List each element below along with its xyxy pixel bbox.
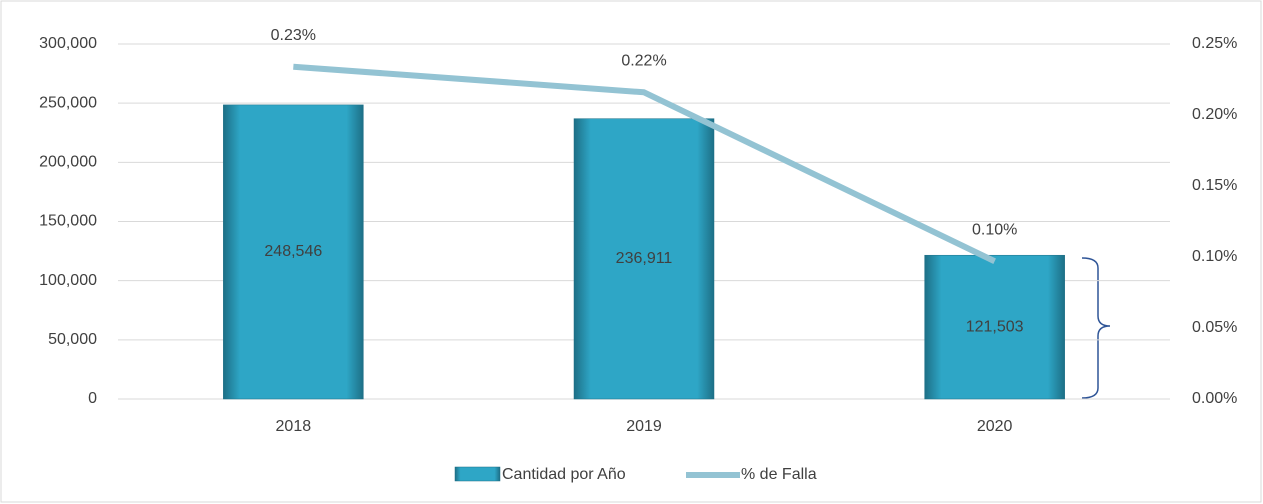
- line-value-label: 0.23%: [271, 27, 316, 44]
- bar-value-label: 236,911: [616, 250, 673, 267]
- y2-tick-label: 0.20%: [1192, 106, 1237, 123]
- legend-swatch: [454, 466, 501, 482]
- y2-tick-label: 0.00%: [1192, 390, 1237, 407]
- y-tick-label: 250,000: [39, 94, 97, 111]
- y-tick-label: 50,000: [48, 331, 97, 348]
- x-tick-label: 2019: [626, 418, 662, 435]
- y-tick-label: 100,000: [39, 272, 97, 289]
- line: [293, 63, 996, 264]
- y2-tick-label: 0.10%: [1192, 248, 1237, 265]
- bracket: [1081, 257, 1111, 399]
- line-value-label: 0.22%: [621, 52, 666, 69]
- legend-label: Cantidad por Año: [502, 466, 626, 483]
- bar: [573, 118, 715, 400]
- y-tick-label: 200,000: [39, 154, 97, 171]
- x-tick-label: 2020: [977, 418, 1013, 435]
- y2-tick-label: 0.25%: [1192, 35, 1237, 52]
- x-tick-label: 2018: [276, 418, 312, 435]
- y2-tick-label: 0.15%: [1192, 177, 1237, 194]
- bar: [223, 104, 364, 400]
- legend-label: % de Falla: [741, 466, 817, 483]
- line-value-label: 0.10%: [972, 221, 1017, 238]
- y-tick-label: 0: [88, 390, 97, 407]
- bar-value-label: 248,546: [264, 243, 322, 260]
- bar: [924, 254, 1065, 400]
- y-tick-label: 150,000: [39, 213, 97, 230]
- y-tick-label: 300,000: [39, 35, 97, 52]
- y2-tick-label: 0.05%: [1192, 319, 1237, 336]
- bar-value-label: 121,503: [966, 318, 1024, 335]
